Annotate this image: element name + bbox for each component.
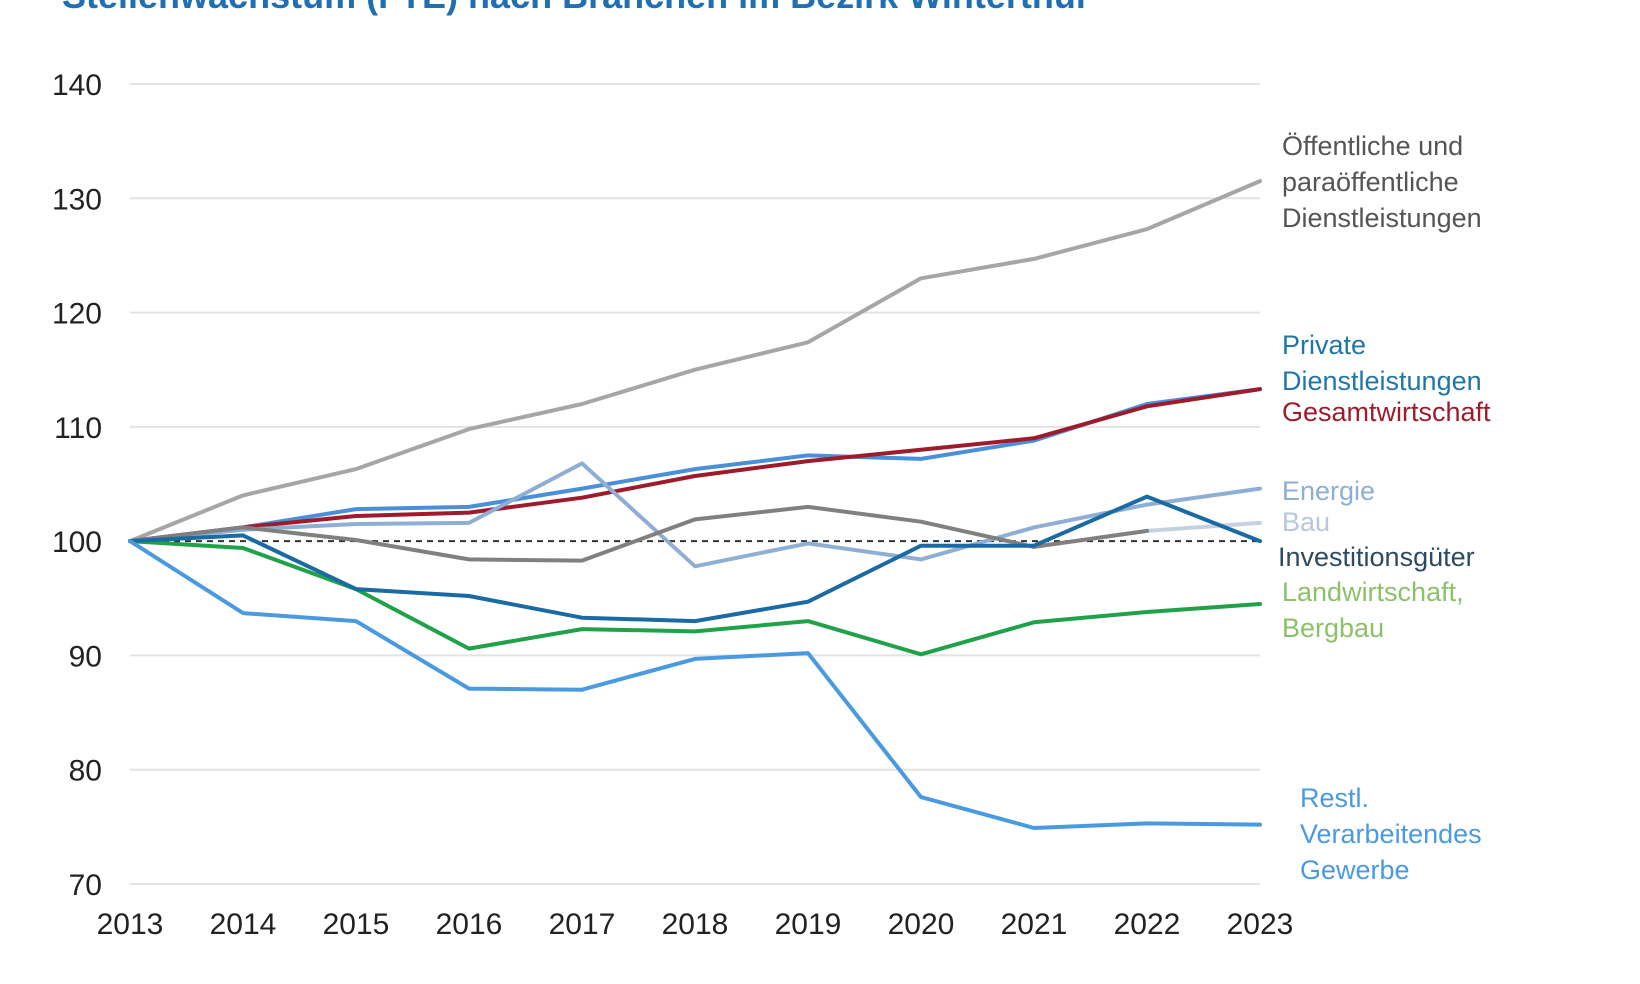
y-axis-ticks: 70 80 90 100 110 120 130 140: [52, 69, 102, 902]
series-label-line: Private: [1282, 330, 1366, 360]
y-tick-label: 80: [69, 755, 102, 788]
series-label-line: Verarbeitendes: [1300, 819, 1482, 849]
x-tick-label: 2016: [436, 908, 503, 941]
series-label-line: Gewerbe: [1300, 855, 1410, 885]
series-label-line: Bau: [1282, 507, 1330, 537]
series-line-landwirtschaft-bergbau: [128, 539, 1262, 657]
y-tick-label: 140: [52, 69, 102, 102]
series-line-ffentliche-und-para-ffentliche-dienstleistungen: [128, 179, 1262, 544]
x-axis-ticks: 2013 2014 2015 2016 2017 2018 2019 2020 2021 2022…: [97, 908, 1294, 941]
x-tick-label: 2013: [97, 908, 164, 941]
series-label-line: Dienstleistungen: [1282, 366, 1482, 396]
series-lines: [128, 179, 1262, 830]
y-tick-label: 70: [69, 869, 102, 902]
series-label-private-dienstleistungen: Private Dienstleistungen: [1282, 330, 1482, 396]
series-label-line: Gesamtwirtschaft: [1282, 397, 1491, 427]
series-label-line: Bergbau: [1282, 613, 1384, 643]
series-labels: Öffentliche und paraöffentliche Dienstleis…: [1278, 131, 1491, 885]
x-tick-label: 2014: [210, 908, 277, 941]
y-tick-label: 110: [54, 412, 102, 445]
y-tick-label: 120: [52, 298, 102, 331]
series-label-line: Dienstleistungen: [1282, 203, 1482, 233]
series-label-line: Landwirtschaft,: [1282, 577, 1464, 607]
series-label-ffentliche-und-para-ffentliche-dienstleistungen: Öffentliche und paraöffentliche Dienstleis…: [1282, 131, 1482, 233]
x-tick-label: 2015: [323, 908, 390, 941]
series-label-gesamtwirtschaft: Gesamtwirtschaft: [1282, 397, 1491, 427]
grid-lines: [130, 83, 1260, 885]
x-tick-label: 2021: [1001, 908, 1068, 941]
series-label-line: Restl.: [1300, 783, 1369, 813]
y-tick-label: 90: [69, 640, 102, 673]
series-label-landwirtschaft-bergbau: Landwirtschaft, Bergbau: [1282, 577, 1464, 643]
x-tick-label: 2017: [549, 908, 616, 941]
x-tick-label: 2022: [1114, 908, 1181, 941]
chart-title: Stellenwachstum (FTE) nach Branchen im B…: [62, 0, 1090, 16]
series-line-dunkelblau: [128, 494, 1262, 624]
x-tick-label: 2023: [1227, 908, 1294, 941]
y-tick-label: 130: [52, 183, 102, 216]
series-line-energie: [128, 461, 1262, 569]
series-line-investitionsg-ter: [128, 504, 1149, 563]
series-line-bau: [1145, 520, 1262, 533]
series-line-gesamtwirtschaft: [128, 387, 1262, 544]
series-label-investitionsg-ter: Investitionsgüter: [1278, 542, 1475, 572]
series-label-energie: Energie: [1282, 476, 1375, 506]
x-tick-label: 2020: [888, 908, 955, 941]
series-line-restl-verarbeitendes-gewerbe: [128, 539, 1262, 830]
series-label-line: paraöffentliche: [1282, 167, 1459, 197]
series-label-restl-verarbeitendes-gewerbe: Restl. Verarbeitendes Gewerbe: [1300, 783, 1482, 885]
x-tick-label: 2019: [775, 908, 842, 941]
x-tick-label: 2018: [662, 908, 729, 941]
series-label-bau: Bau: [1282, 507, 1330, 537]
series-label-line: Öffentliche und: [1282, 131, 1463, 161]
y-tick-label: 100: [52, 526, 102, 559]
series-label-line: Investitionsgüter: [1278, 542, 1475, 572]
series-label-line: Energie: [1282, 476, 1375, 506]
